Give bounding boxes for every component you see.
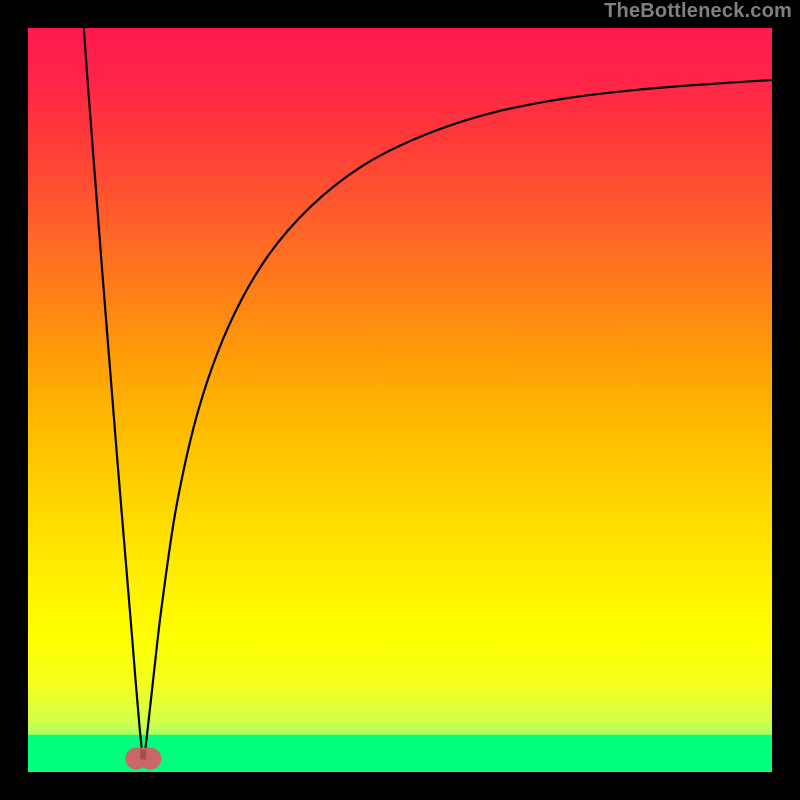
bottleneck-chart bbox=[0, 0, 800, 800]
chart-root: TheBottleneck.com bbox=[0, 0, 800, 800]
plot-background bbox=[28, 28, 772, 772]
watermark-label: TheBottleneck.com bbox=[604, 0, 792, 23]
optimum-marker bbox=[125, 748, 161, 770]
